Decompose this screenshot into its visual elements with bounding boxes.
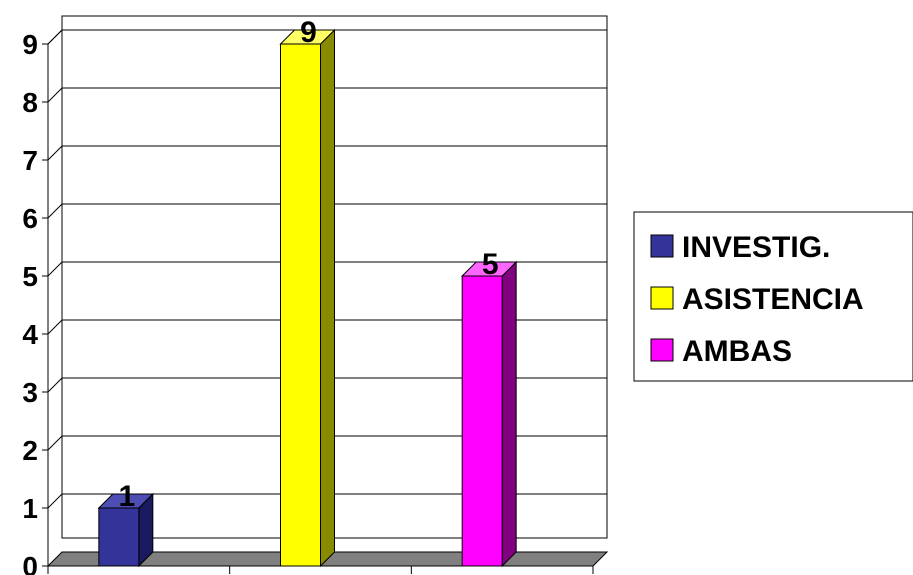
gridline-depth [47, 493, 63, 509]
depth-edge-top [47, 29, 63, 45]
bar-side-1 [320, 28, 335, 568]
legend: INVESTIG. ASISTENCIA AMBAS [633, 211, 913, 382]
gridline-depth [47, 87, 63, 103]
legend-swatch-2 [650, 338, 674, 362]
data-labels-group: 1 9 5 [118, 16, 498, 513]
legend-label-1: ASISTENCIA [682, 283, 864, 316]
y-tick-label: 5 [22, 261, 38, 292]
y-tick-label: 2 [22, 435, 38, 466]
legend-label-0: INVESTIG. [682, 231, 830, 264]
gridline-depth [47, 435, 63, 451]
y-tick-label: 7 [22, 145, 38, 176]
legend-box [633, 211, 913, 382]
bars-group [97, 28, 518, 568]
gridline-depth [47, 377, 63, 393]
y-tick-label: 1 [22, 493, 38, 524]
bar-1 [280, 43, 321, 567]
gridline-depth [47, 203, 63, 219]
axes-group: 0 1 2 3 4 5 6 7 8 9 [22, 29, 594, 575]
bar-2 [461, 275, 503, 567]
y-tick-label: 0 [22, 551, 38, 575]
y-tick-label: 3 [22, 377, 38, 408]
legend-label-2: AMBAS [682, 335, 792, 368]
bar-0 [98, 507, 140, 567]
gridline-depth [47, 319, 63, 335]
legend-swatch-0 [650, 234, 674, 258]
y-tick-label: 6 [22, 203, 38, 234]
legend-swatch-1 [650, 286, 674, 310]
y-tick-label: 9 [22, 29, 38, 60]
data-label-0: 1 [118, 480, 135, 513]
y-tick-label: 4 [22, 319, 38, 350]
data-label-1: 9 [300, 16, 317, 49]
gridline-depth [47, 145, 63, 161]
data-label-2: 5 [482, 248, 499, 281]
bar-side-2 [501, 260, 517, 568]
y-tick-label: 8 [22, 87, 38, 118]
gridline-depth [47, 261, 63, 277]
